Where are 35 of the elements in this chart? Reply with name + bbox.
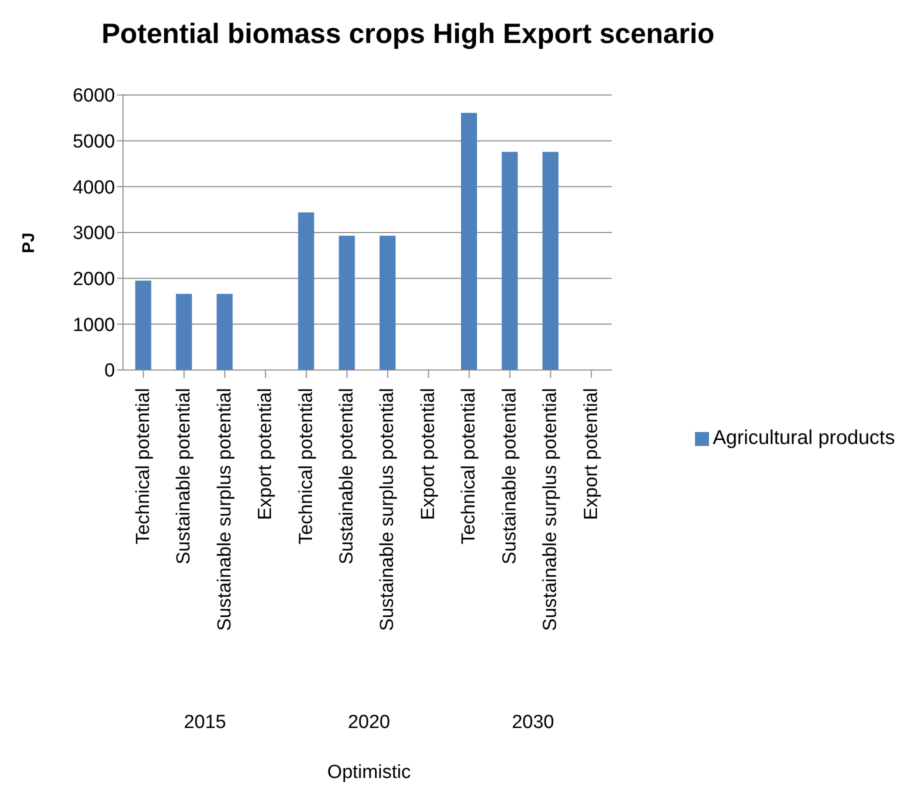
x-tick-label: Technical potential <box>458 388 480 544</box>
bar <box>216 294 233 370</box>
x-tick-label: Export potential <box>580 388 602 520</box>
y-tick-label: 0 <box>104 360 115 382</box>
bar <box>135 280 152 370</box>
bar <box>502 152 518 370</box>
bar <box>380 236 396 370</box>
x-tick-label: Sustainable potential <box>336 388 358 564</box>
text: 2015 <box>182 712 228 734</box>
text: Optimistic <box>326 762 412 784</box>
x-tick-label: Sustainable surplus potential <box>214 388 236 631</box>
chart-title: Potential biomass crops High Export scenario <box>100 18 716 50</box>
bar <box>338 236 355 370</box>
x-tick-label: Export potential <box>255 388 276 520</box>
x-tick-label: Export potential <box>418 388 439 520</box>
bar <box>298 212 314 370</box>
bar <box>542 152 558 370</box>
x-tick-label: Technical potential <box>132 388 154 544</box>
x-tick-label: Sustainable surplus potential <box>377 388 398 631</box>
legend-label: Agricultural products <box>712 427 895 449</box>
y-tick-label: 4000 <box>72 177 115 198</box>
x-tick-label: Sustainable potential <box>174 388 195 564</box>
text: 2020 <box>346 712 392 734</box>
y-tick-label: 6000 <box>72 86 115 107</box>
y-tick-label: 2000 <box>72 269 115 290</box>
bar <box>176 294 192 370</box>
y-tick-label: 1000 <box>72 314 115 336</box>
x-tick-label: Sustainable potential <box>499 388 520 564</box>
y-axis-title: PJ <box>19 232 38 254</box>
y-tick-label: 5000 <box>72 132 115 153</box>
x-tick-label: Sustainable surplus potential <box>540 388 562 631</box>
text: 2030 <box>510 712 556 734</box>
bar <box>461 112 478 370</box>
x-tick-label: Technical potential <box>296 388 317 544</box>
y-tick-label: 3000 <box>72 223 115 244</box>
